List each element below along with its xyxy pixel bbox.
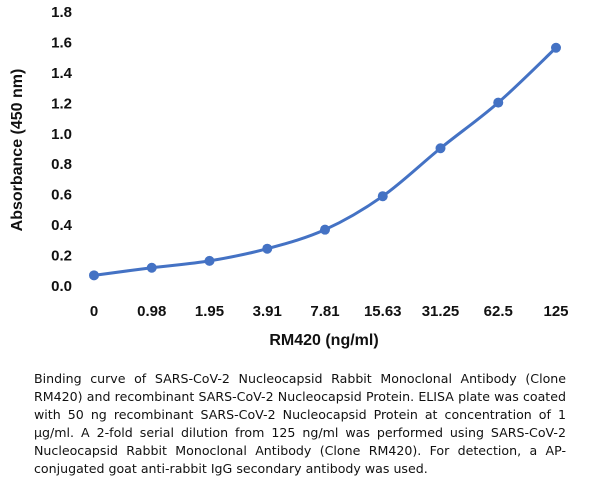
y-tick-label: 0.6 xyxy=(51,187,72,204)
x-tick-label: 7.81 xyxy=(310,303,339,320)
y-tick-label: 0.0 xyxy=(51,278,72,295)
x-tick-label: 125 xyxy=(543,303,568,320)
series-line xyxy=(92,46,558,277)
x-tick-label: 3.91 xyxy=(253,303,282,320)
y-axis-title: Absorbance (450 nm) xyxy=(9,69,26,232)
data-point-3 xyxy=(262,243,273,254)
y-tick-label: 0.8 xyxy=(51,156,72,173)
binding-curve-chart: Absorbance (450 nm) RM420 (ng/ml) 0.0 0.2… xyxy=(9,4,569,349)
y-tick-label: 1.0 xyxy=(51,126,72,143)
figure-caption: Binding curve of SARS-CoV-2 Nucleocapsid… xyxy=(34,371,566,476)
y-tick-label: 1.4 xyxy=(51,65,73,82)
data-point-5 xyxy=(377,191,388,202)
data-point-2 xyxy=(204,255,215,266)
data-point-4 xyxy=(320,224,330,235)
x-tick-label: 31.25 xyxy=(422,303,460,320)
x-axis-title: RM420 (ng/ml) xyxy=(269,332,378,349)
y-tick-label: 0.2 xyxy=(51,248,72,265)
x-tick-label: 0 xyxy=(90,303,98,320)
x-axis-ticks: 0 0.98 1.95 3.91 7.81 15.63 31.25 62.5 125 xyxy=(90,303,569,320)
x-tick-label: 62.5 xyxy=(484,303,513,320)
x-tick-label: 0.98 xyxy=(137,303,166,320)
data-point-6 xyxy=(435,143,446,154)
x-tick-label: 1.95 xyxy=(195,303,224,320)
y-tick-label: 0.4 xyxy=(51,217,73,234)
data-point-7 xyxy=(493,97,504,108)
y-tick-label: 1.2 xyxy=(51,95,72,112)
y-tick-label: 1.6 xyxy=(51,34,72,51)
y-tick-label: 1.8 xyxy=(51,4,72,21)
plot-area xyxy=(89,42,561,281)
x-tick-label: 15.63 xyxy=(364,303,402,320)
data-point-1 xyxy=(146,262,157,273)
data-point-0 xyxy=(89,270,99,281)
data-point-8 xyxy=(551,42,561,53)
y-axis-ticks: 0.0 0.2 0.4 0.6 0.8 1.0 1.2 1.4 1.6 1.8 xyxy=(51,4,73,295)
